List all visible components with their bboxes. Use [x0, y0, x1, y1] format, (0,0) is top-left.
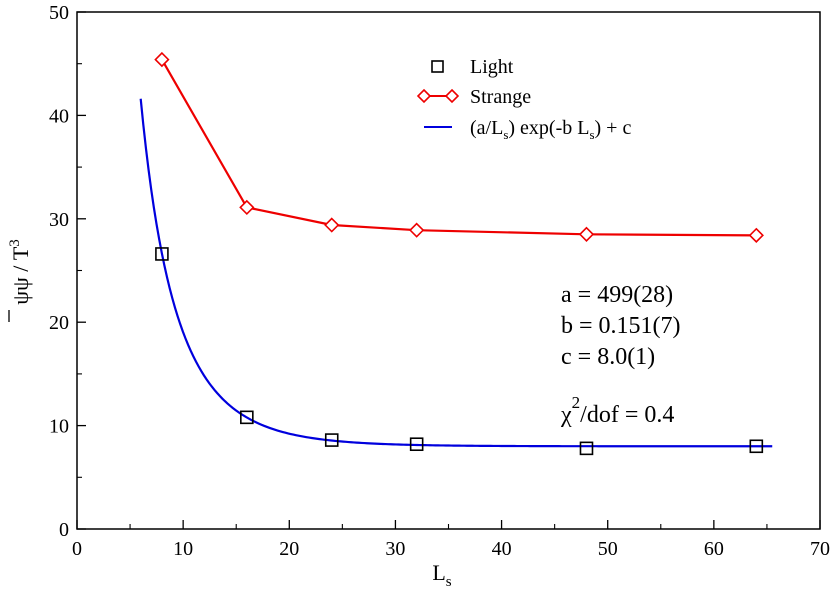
legend-fit-sub-2: s — [589, 127, 594, 142]
fit-curve — [139, 98, 773, 448]
light-point — [749, 439, 764, 454]
x-tick-label: 10 — [173, 538, 193, 560]
y-axis-title: ψψ / T3 — [7, 239, 33, 305]
strange-point — [154, 51, 170, 68]
legend-fit-label: (a/Ls) exp(-b Ls) + c — [470, 117, 631, 142]
y-axis-title-group: ψψ / T3 — [7, 239, 33, 322]
param-b: b = 0.151(7) — [561, 313, 681, 339]
strange-point — [409, 222, 425, 238]
light-point — [409, 437, 424, 452]
x-tick-label: 0 — [72, 538, 82, 560]
x-axis-title-main: L — [432, 560, 445, 585]
x-tick-label: 40 — [492, 538, 512, 560]
legend-fit-part-1: (a/L — [470, 117, 503, 139]
strange-point — [239, 199, 255, 216]
x-axis-title: Ls — [432, 560, 451, 590]
plot-frame — [76, 11, 821, 530]
x-tick-label: 30 — [385, 538, 405, 560]
y-tick-label: 40 — [49, 105, 69, 127]
strange-point — [578, 226, 595, 242]
chi-sup: 2 — [572, 393, 581, 412]
chi-symbol: χ — [560, 402, 572, 428]
legend-fit-part-3: ) + c — [595, 117, 632, 139]
legend-strange-label: Strange — [470, 86, 531, 108]
light-point — [324, 433, 339, 447]
legend-fit-part-2: ) exp(-b L — [508, 117, 589, 139]
fit-parameters: a = 499(28) b = 0.151(7) c = 8.0(1) χ2/d… — [560, 282, 681, 428]
strange-point — [748, 227, 764, 243]
param-c: c = 8.0(1) — [561, 344, 655, 370]
legend-light-marker — [431, 60, 444, 73]
legend-light-label: Light — [470, 56, 514, 78]
legend: Light Strange (a/Ls) exp(-b Ls) + c — [416, 56, 631, 142]
y-tick-label: 0 — [59, 519, 69, 541]
x-axis-title-sub: s — [446, 574, 452, 590]
light-point — [579, 441, 594, 456]
y-tick-label: 20 — [49, 312, 69, 334]
series-layer — [154, 51, 764, 456]
x-axis-ticks: 0 10 20 30 40 50 60 70 — [72, 520, 830, 560]
fit-curve-layer — [139, 98, 773, 448]
y-tick-label: 50 — [49, 2, 69, 24]
y-axis-title-sup: 3 — [7, 239, 23, 247]
param-a: a = 499(28) — [561, 282, 673, 308]
y-tick-label: 30 — [49, 209, 69, 231]
y-tick-label: 10 — [49, 416, 69, 438]
strange-point — [324, 217, 340, 233]
legend-strange-marker-left — [416, 88, 432, 104]
light-point — [155, 247, 169, 261]
y-axis-ticks: 0 10 20 30 40 50 — [49, 2, 86, 541]
x-tick-label: 20 — [279, 538, 299, 560]
x-tick-label: 50 — [598, 538, 618, 560]
strange-line — [160, 59, 757, 237]
y-axis-title-main: ψψ / T — [8, 246, 33, 305]
x-tick-label: 70 — [810, 538, 830, 560]
x-tick-label: 60 — [704, 538, 724, 560]
legend-strange-marker-right — [444, 88, 460, 104]
chi-rest: /dof = 0.4 — [580, 402, 674, 428]
legend-fit-sub-1: s — [503, 127, 508, 142]
chi-squared: χ2/dof = 0.4 — [560, 393, 674, 428]
light-point — [240, 410, 254, 425]
